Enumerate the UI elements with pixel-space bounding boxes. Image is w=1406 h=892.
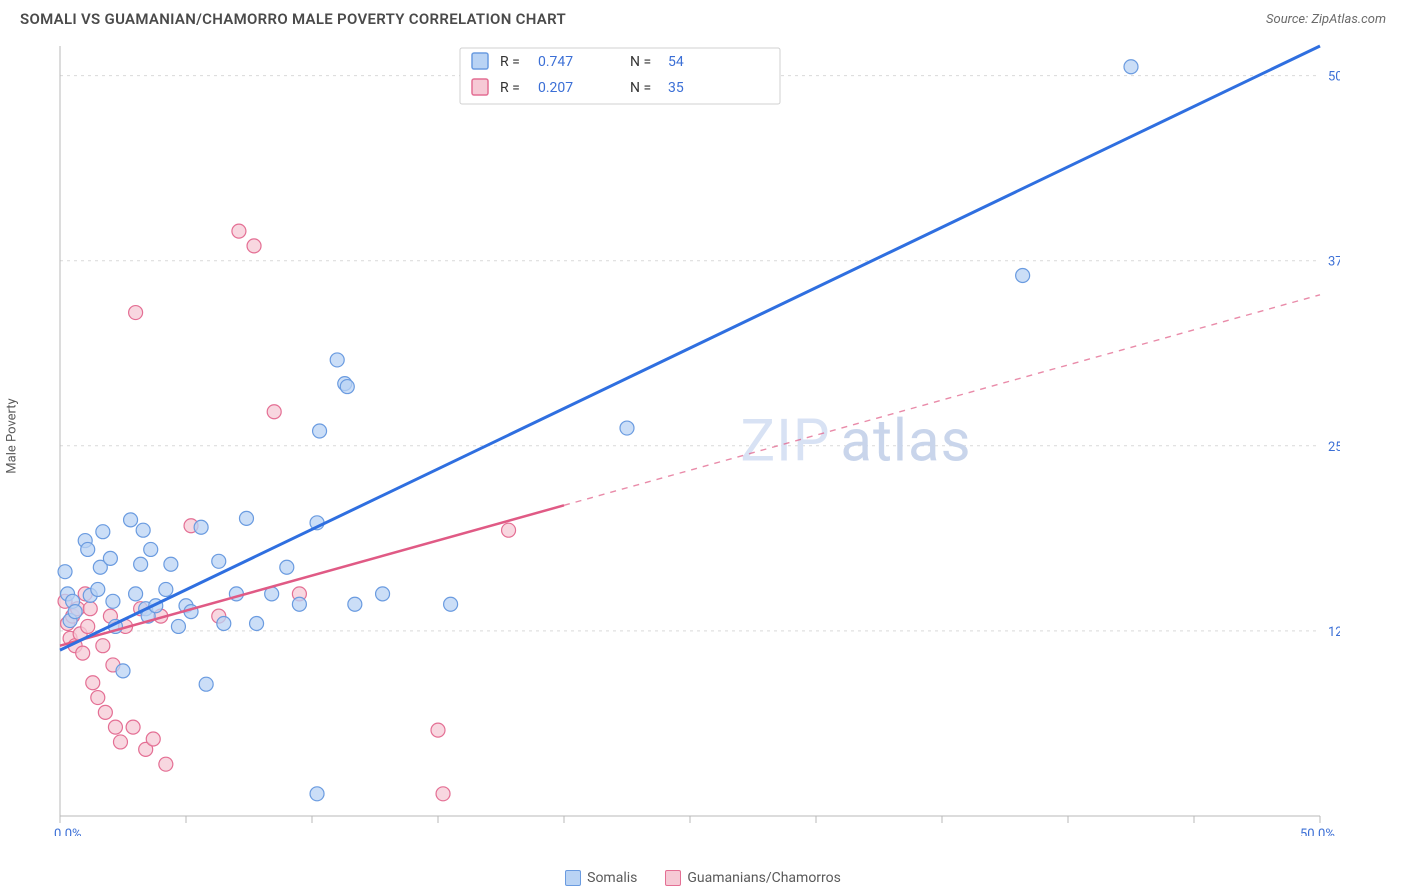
legend-item-guamanians: Guamanians/Chamorros [665, 870, 841, 886]
legend-swatch [565, 870, 581, 886]
source-name: ZipAtlas.com [1311, 12, 1386, 27]
chart-header: SOMALI VS GUAMANIAN/CHAMORRO MALE POVERT… [0, 0, 1406, 36]
scatter-chart: 12.5% 25.0% 37.5% 50.0% ZIPatlas 0.0% 50.0% R =… [20, 36, 1340, 836]
chart-area: Male Poverty 12.5%25.0%37.5%50.0%ZIPatla… [20, 36, 1386, 836]
svg-text:37.5%: 37.5% [1328, 255, 1340, 270]
svg-text:ZIP: ZIP [740, 408, 830, 476]
legend-label: Guamanians/Chamorros [687, 870, 841, 886]
chart-title: SOMALI VS GUAMANIAN/CHAMORRO MALE POVERT… [20, 10, 566, 28]
legend-item-somalis: Somalis [565, 870, 637, 886]
svg-text:50.0%: 50.0% [1328, 70, 1340, 85]
legend-label: Somalis [587, 870, 637, 886]
svg-text:R =: R = [500, 54, 520, 70]
svg-text:0.747: 0.747 [538, 54, 573, 70]
svg-text:50.0%: 50.0% [1300, 827, 1335, 836]
svg-text:12.5%: 12.5% [1328, 625, 1340, 640]
svg-text:0.0%: 0.0% [54, 827, 82, 836]
legend-swatch [665, 870, 681, 886]
source-attribution: Source: ZipAtlas.com [1266, 12, 1386, 27]
source-label: Source: [1266, 12, 1308, 27]
y-axis-label: Male Poverty [5, 398, 20, 473]
svg-text:0.207: 0.207 [538, 80, 573, 96]
svg-text:R =: R = [500, 80, 520, 96]
svg-text:54: 54 [668, 54, 684, 70]
svg-text:25.0%: 25.0% [1328, 440, 1340, 455]
svg-text:N =: N = [630, 80, 651, 96]
svg-text:35: 35 [668, 80, 684, 96]
svg-text:N =: N = [630, 54, 651, 70]
bottom-legend: Somalis Guamanians/Chamorros [0, 870, 1406, 886]
svg-text:atlas: atlas [840, 408, 971, 476]
